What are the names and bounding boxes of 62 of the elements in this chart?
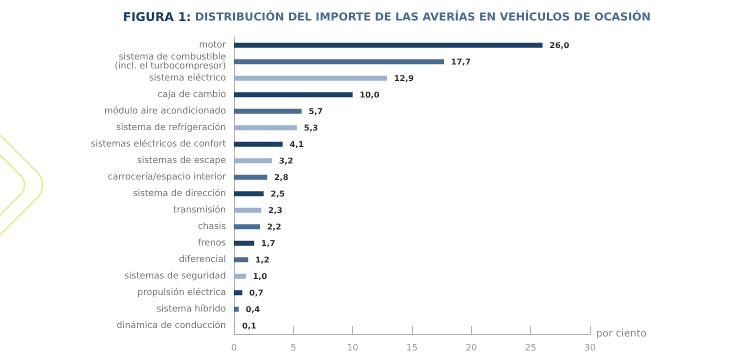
data-label: 12,9: [394, 74, 414, 83]
y-tick-label: módulo aire acondicionado: [104, 105, 226, 116]
data-label: 1,7: [261, 238, 276, 248]
bar: [234, 108, 302, 114]
y-tick-label: propulsión eléctrica: [137, 286, 226, 298]
data-label: 26,0: [550, 40, 570, 50]
bar: [234, 59, 444, 64]
bar: [234, 174, 268, 180]
y-tick-label: sistema de dirección: [132, 188, 226, 199]
data-label: 4,1: [290, 140, 304, 149]
bar: [234, 42, 543, 48]
y-tick-label: sistema híbrido: [156, 303, 226, 314]
y-tick-label: frenos: [198, 238, 226, 248]
x-axis-title: por ciento: [596, 328, 647, 340]
bar: [234, 191, 264, 196]
y-tick-label: chasis: [198, 222, 226, 232]
y-tick-label: motor: [198, 40, 226, 50]
data-label: 10,0: [360, 90, 380, 100]
y-tick-label: caja de cambio: [158, 90, 226, 100]
bar: [234, 274, 246, 279]
bar: [234, 92, 353, 98]
data-label: 0,7: [249, 288, 264, 298]
data-label: 1,2: [255, 255, 270, 264]
bar: [234, 290, 242, 296]
bar: [234, 240, 254, 246]
x-tick-label: 25: [524, 344, 536, 354]
y-tick-label: diferencial: [178, 254, 226, 265]
x-tick-label: 30: [584, 344, 596, 354]
y-tick-label: sistemas de seguridad: [124, 271, 226, 282]
bar: [234, 142, 283, 147]
data-label: 3,2: [278, 156, 294, 166]
x-tick-label: 5: [290, 344, 296, 354]
x-tick-label: 20: [466, 344, 478, 354]
y-tick-label: transmisión: [173, 204, 226, 216]
bar: [234, 208, 262, 213]
x-tick-label: 15: [406, 344, 418, 354]
data-label: 2,5: [270, 189, 286, 198]
x-tick-label: 0: [231, 344, 238, 354]
data-label: 17,7: [451, 57, 471, 66]
bar: [234, 76, 388, 81]
bar: [234, 257, 248, 262]
y-tick-label: sistema de combustible (incl. el turbocompresor): [114, 52, 226, 72]
data-label: 1,0: [252, 272, 268, 281]
data-label: 2,3: [268, 206, 282, 215]
data-label: 2,2: [267, 222, 282, 232]
data-label: 5,3: [304, 123, 318, 132]
data-label: 0,1: [242, 321, 257, 330]
x-tick-label: 10: [346, 344, 359, 354]
data-label: 2,8: [274, 172, 289, 182]
bar: [234, 125, 297, 130]
y-tick-label: dinámica de conducción: [116, 320, 226, 331]
data-label: 0,4: [246, 304, 260, 314]
chart-title: FIGURA 1: DISTRIBUCIÓN DEL IMPORTE DE LAS AVERÍAS EN VEHÍCULOS DE OCASIÓN: [123, 10, 651, 24]
y-tick-label: sistema de refrigeración: [116, 122, 226, 133]
bar: [234, 158, 272, 164]
bar: [234, 306, 239, 312]
bar: [234, 224, 260, 230]
data-label: 5,7: [308, 106, 323, 116]
y-tick-label: carrocería/espacio interior: [108, 171, 226, 182]
y-tick-label: sistema eléctrico: [149, 72, 226, 84]
y-tick-label: sistemas de escape: [137, 156, 226, 166]
y-tick-label: sistemas eléctricos de confort: [90, 138, 226, 150]
